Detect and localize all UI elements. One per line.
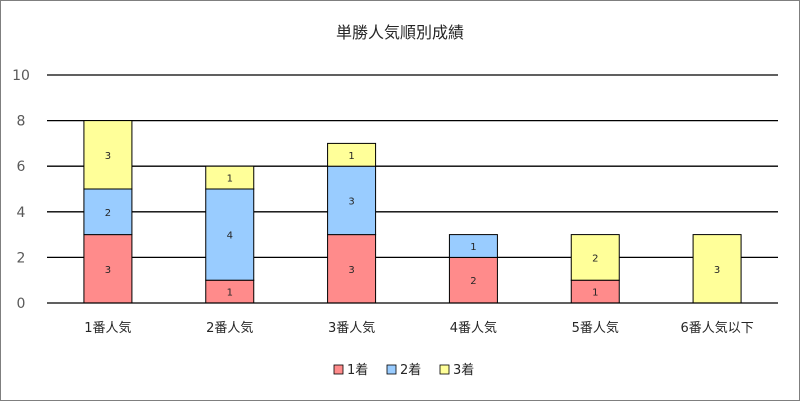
y-tick-label: 6: [17, 159, 26, 175]
data-label: 4: [227, 231, 233, 242]
x-tick-label: 4番人気: [450, 320, 497, 336]
legend-swatch: [439, 364, 450, 375]
data-label: 3: [714, 265, 720, 276]
data-label: 2: [105, 208, 111, 219]
chart-title: 単勝人気順別成績: [336, 23, 464, 42]
data-label: 3: [348, 265, 354, 276]
y-axis: 0 2 4 6 8 10: [12, 68, 30, 312]
bar-segment: [327, 142, 377, 167]
data-label: 1: [592, 288, 598, 299]
x-tick-label: 1番人気: [84, 320, 131, 336]
x-tick-label: 6番人気以下: [680, 320, 753, 336]
data-label: 2: [592, 253, 598, 264]
bar-segment: [205, 165, 255, 190]
y-tick-label: 4: [17, 205, 26, 221]
x-tick-label: 3番人気: [328, 320, 375, 336]
data-label: 3: [105, 151, 111, 162]
data-label: 1: [348, 151, 354, 162]
data-label: 2: [470, 276, 476, 287]
y-tick-label: 10: [12, 68, 30, 84]
legend-label: 3着: [453, 362, 474, 378]
bar-segment: [83, 120, 133, 190]
legend-swatch: [333, 364, 344, 375]
y-tick-label: 2: [17, 250, 26, 266]
legend: 1着 2着 3着: [333, 362, 474, 378]
data-label: 1: [227, 174, 233, 185]
bar-segment: [83, 234, 133, 304]
legend-swatch: [386, 364, 397, 375]
bar-segment: [692, 234, 742, 304]
data-label: 3: [348, 196, 354, 207]
bar-segment: [570, 234, 620, 281]
x-tick-label: 5番人気: [572, 320, 619, 336]
data-label: 1: [227, 288, 233, 299]
data-label: 1: [470, 242, 476, 253]
x-tick-label: 2番人気: [206, 320, 253, 336]
bars: 3 2 3 1 4 1 3 3 1 2 1 1 2 3: [83, 120, 742, 304]
bar-segment: [448, 234, 498, 258]
y-tick-label: 0: [17, 296, 26, 312]
x-axis: 1番人気 2番人気 3番人気 4番人気 5番人気 6番人気以下: [47, 302, 778, 336]
legend-label: 1着: [347, 362, 368, 378]
gridlines: [47, 74, 778, 259]
data-label: 3: [105, 265, 111, 276]
legend-label: 2着: [400, 362, 421, 378]
bar-segment: [327, 234, 377, 304]
y-tick-label: 8: [17, 114, 26, 130]
